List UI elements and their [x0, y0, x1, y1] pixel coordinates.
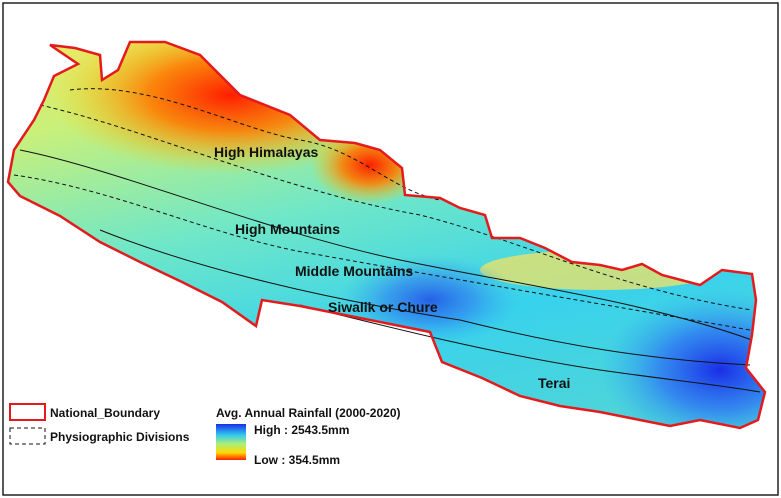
- legend-title: Avg. Annual Rainfall (2000-2020): [216, 406, 401, 420]
- color-ramp: [216, 424, 246, 460]
- legend-label: Physiographic Divisions: [50, 430, 190, 444]
- legend-label: National_Boundary: [50, 406, 160, 420]
- region-label: High Himalayas: [214, 144, 318, 160]
- division-lines: [13, 88, 761, 393]
- legend-high: High : 2543.5mm: [254, 423, 349, 437]
- region-label: Middle Mountains: [295, 263, 413, 279]
- region-label: Terai: [538, 375, 570, 391]
- legend-low: Low : 354.5mm: [254, 453, 340, 467]
- region-label: High Mountains: [235, 221, 340, 237]
- legend-swatch: [9, 427, 46, 445]
- legend-swatch: [9, 403, 46, 421]
- region-label: Siwalik or Chure: [328, 299, 438, 315]
- legend: National_Boundary Physiographic Division…: [9, 403, 401, 467]
